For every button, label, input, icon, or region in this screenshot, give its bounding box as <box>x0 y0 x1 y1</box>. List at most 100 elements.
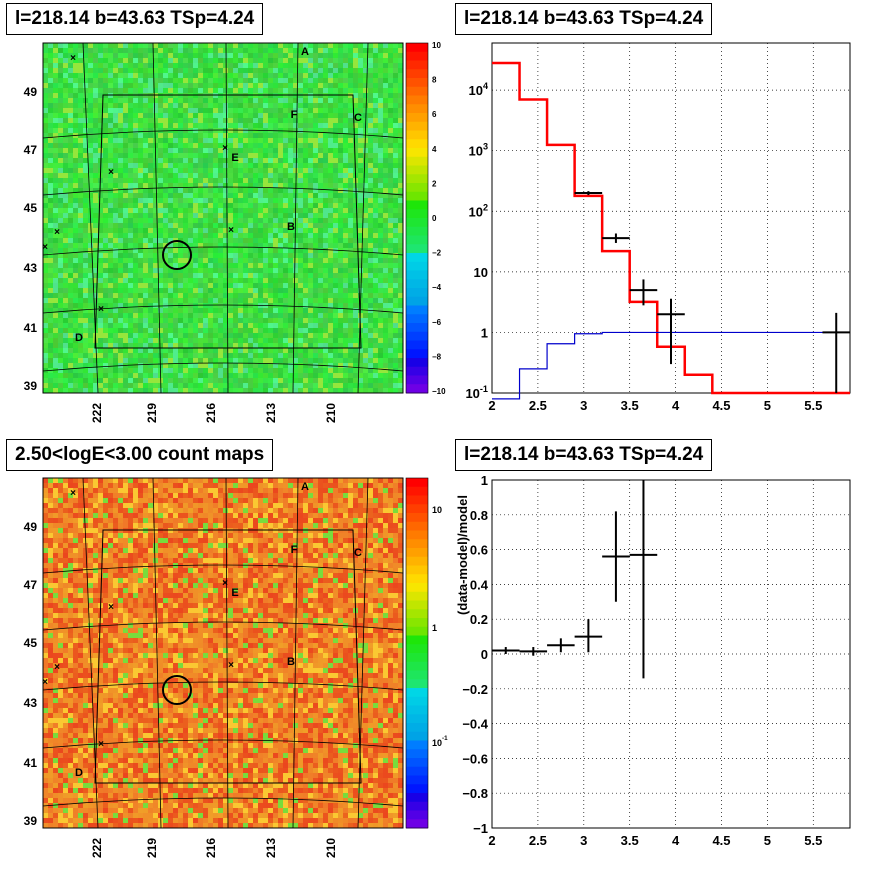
residual-ytick-6: −0.2 <box>462 682 488 697</box>
map-ytick-1: 47 <box>24 143 38 157</box>
map-ytick-1: 47 <box>24 578 38 592</box>
residual-xtick-7: 5.5 <box>804 833 822 848</box>
colorbar-cell <box>406 43 428 53</box>
map-ytick-0: 49 <box>24 85 38 99</box>
colorbar-cell <box>406 618 428 628</box>
map-ytick-2: 45 <box>24 636 38 650</box>
colorbar-cell <box>406 174 428 184</box>
colorbar-cell <box>406 226 428 236</box>
colorbar-cell <box>406 60 428 70</box>
residual-ytick-9: −0.8 <box>462 786 488 801</box>
source-label-e: E <box>231 587 238 599</box>
residual-ytick-10: −1 <box>473 821 488 836</box>
colorbar-cell <box>406 86 428 96</box>
colorbar-cell <box>406 766 428 776</box>
x-mark-5: × <box>98 304 104 315</box>
colorbar-cell <box>406 591 428 601</box>
spectrum-xtick-5: 4.5 <box>712 398 730 413</box>
residual-xtick-2: 3 <box>580 833 587 848</box>
source-label-d: D <box>75 332 83 344</box>
source-circle-1 <box>162 675 192 705</box>
residual-ylabel: (data-model)/model <box>455 495 470 615</box>
colorbar-cell <box>406 191 428 201</box>
colorbar-cell <box>406 495 428 505</box>
colorbar-tick-0: 10 <box>432 41 441 50</box>
colorbar-cell <box>406 270 428 280</box>
lat-line-3 <box>42 739 404 749</box>
map-ytick-3: 43 <box>24 261 38 275</box>
colorbar-cell <box>406 384 428 394</box>
colorbar-tick-9: −8 <box>432 352 442 361</box>
x-mark-1: × <box>108 602 114 613</box>
residual-xtick-6: 5 <box>764 833 771 848</box>
colorbar-cell <box>406 340 428 350</box>
colorbar-cell <box>406 323 428 333</box>
colorbar-cell <box>406 200 428 210</box>
map-ytick-4: 41 <box>24 756 38 770</box>
map-ytick-5: 39 <box>24 814 38 828</box>
colorbar-cell <box>406 209 428 219</box>
map-ytick-5: 39 <box>24 379 38 393</box>
colorbar-cell <box>406 670 428 680</box>
colorbar-tick-8: −6 <box>432 318 442 327</box>
spectrum-xtick-4: 4 <box>672 398 680 413</box>
colorbar-cell <box>406 78 428 88</box>
x-mark-3: × <box>228 660 234 671</box>
lon-line-3 <box>292 42 299 394</box>
x-mark-1: × <box>108 167 114 178</box>
residual-ytick-4: 0.2 <box>470 612 488 627</box>
colorbar-cell <box>406 758 428 768</box>
map-frame-1 <box>42 477 404 829</box>
lon-line-3 <box>292 477 299 829</box>
colorbar-cell <box>406 486 428 496</box>
top-right-title: l=218.14 b=43.63 TSp=4.24 <box>455 3 713 35</box>
spectrum-xtick-2: 3 <box>580 398 587 413</box>
colorbar-tick-2: 10-1 <box>432 735 448 748</box>
source-label-c: C <box>354 112 362 124</box>
colorbar-cell <box>406 793 428 803</box>
lat-line-3 <box>42 304 404 314</box>
x-mark-5: × <box>98 739 104 750</box>
map-xtick-0: 222 <box>90 403 104 423</box>
colorbar-cell <box>406 740 428 750</box>
colorbar-cell <box>406 565 428 575</box>
colorbar-cell <box>406 244 428 254</box>
colorbar-cell <box>406 548 428 558</box>
colorbar-cell <box>406 261 428 271</box>
source-label-a: A <box>301 46 309 58</box>
map-ytick-0: 49 <box>24 520 38 534</box>
lon-line-1 <box>152 42 162 394</box>
colorbar-cell <box>406 731 428 741</box>
lat-line-2 <box>42 681 404 691</box>
spectrum-xtick-6: 5 <box>764 398 771 413</box>
spectrum-ytick-1: 1 <box>481 325 488 340</box>
colorbar-cell <box>406 113 428 123</box>
colorbar-cell <box>406 478 428 488</box>
source-label-d: D <box>75 767 83 779</box>
colorbar-cell <box>406 810 428 820</box>
lon-line-4 <box>357 42 369 394</box>
colorbar-tick-6: −2 <box>432 249 442 258</box>
colorbar-tick-10: −10 <box>432 387 446 396</box>
residual-ytick-2: 0.6 <box>470 543 488 558</box>
colorbar-cell <box>406 349 428 359</box>
lon-line-4 <box>357 477 369 829</box>
colorbar-tick-7: −4 <box>432 283 442 292</box>
colorbar-cell <box>406 253 428 263</box>
colorbar-cell <box>406 95 428 105</box>
map-xtick-2: 216 <box>204 403 218 423</box>
colorbar-tick-1: 8 <box>432 76 437 85</box>
colorbar-tick-4: 2 <box>432 179 437 188</box>
residual-ytick-8: −0.6 <box>462 751 488 766</box>
colorbar-cell <box>406 653 428 663</box>
source-label-b: B <box>287 656 295 668</box>
colorbar-cell <box>406 279 428 289</box>
map-xtick-2: 216 <box>204 838 218 858</box>
colorbar-tick-2: 6 <box>432 110 437 119</box>
colorbar-cell <box>406 705 428 715</box>
lon-line-1 <box>152 477 162 829</box>
source-label-c: C <box>354 547 362 559</box>
top-left-title: l=218.14 b=43.63 TSp=4.24 <box>6 3 264 35</box>
map-xtick-3: 213 <box>264 838 278 858</box>
spectrum-xtick-7: 5.5 <box>804 398 822 413</box>
